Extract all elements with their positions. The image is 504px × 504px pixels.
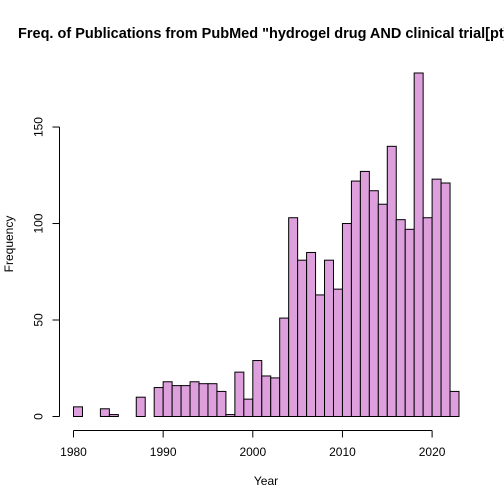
histogram-bar bbox=[350, 180, 361, 417]
x-tick-label: 2020 bbox=[419, 445, 446, 459]
histogram-bar bbox=[332, 288, 343, 418]
y-axis-label: Frequency bbox=[2, 216, 16, 273]
histogram-bar bbox=[261, 375, 272, 417]
histogram-bar bbox=[377, 203, 388, 417]
x-tick-label: 1990 bbox=[150, 445, 177, 459]
histogram-bar bbox=[288, 217, 299, 417]
histogram-bar bbox=[180, 385, 191, 417]
x-axis: 1980 1990 2000 2010 2020 bbox=[60, 430, 446, 459]
histogram-bar bbox=[171, 385, 182, 417]
bars-group bbox=[73, 72, 460, 418]
histogram-bar bbox=[99, 408, 110, 417]
y-axis: 0 50 100 150 bbox=[32, 117, 60, 420]
histogram-bar bbox=[252, 360, 263, 418]
x-tick-label: 2000 bbox=[239, 445, 266, 459]
histogram-bar bbox=[368, 190, 379, 417]
histogram-bar bbox=[440, 182, 451, 417]
histogram-bar bbox=[324, 259, 334, 417]
histogram-bar bbox=[73, 406, 83, 418]
histogram-bar bbox=[279, 317, 290, 417]
y-tick-label: 0 bbox=[32, 413, 46, 420]
histogram-bar bbox=[162, 381, 173, 418]
x-tick-label: 1980 bbox=[60, 445, 87, 459]
histogram-bar bbox=[153, 387, 164, 417]
y-tick-label: 150 bbox=[32, 117, 46, 137]
histogram-bar bbox=[413, 72, 424, 417]
histogram-bar bbox=[341, 223, 352, 417]
histogram-bar bbox=[189, 381, 200, 418]
x-tick-label: 2010 bbox=[329, 445, 356, 459]
histogram-bar bbox=[234, 371, 245, 417]
histogram-bar bbox=[315, 294, 326, 418]
histogram-bar bbox=[243, 398, 254, 418]
histogram-bar bbox=[386, 145, 397, 418]
histogram-bar bbox=[216, 390, 227, 418]
histogram-bar bbox=[108, 414, 119, 418]
y-tick-label: 100 bbox=[32, 213, 46, 233]
histogram-bar bbox=[306, 251, 317, 417]
histogram-bar bbox=[422, 217, 433, 417]
histogram-bar bbox=[449, 390, 460, 418]
histogram-bar bbox=[431, 178, 442, 417]
histogram-bar bbox=[297, 259, 308, 417]
histogram-bar bbox=[359, 170, 370, 417]
x-axis-label: Year bbox=[254, 474, 278, 488]
histogram-bar bbox=[270, 377, 281, 417]
histogram-bar bbox=[135, 396, 146, 418]
y-tick-label: 50 bbox=[32, 313, 46, 327]
histogram-bar bbox=[395, 219, 406, 417]
histogram-bar bbox=[198, 383, 209, 418]
chart-title: Freq. of Publications from PubMed "hydro… bbox=[18, 26, 504, 42]
histogram-bar bbox=[404, 228, 415, 417]
histogram-bar bbox=[207, 383, 218, 418]
histogram-bar bbox=[225, 414, 236, 418]
